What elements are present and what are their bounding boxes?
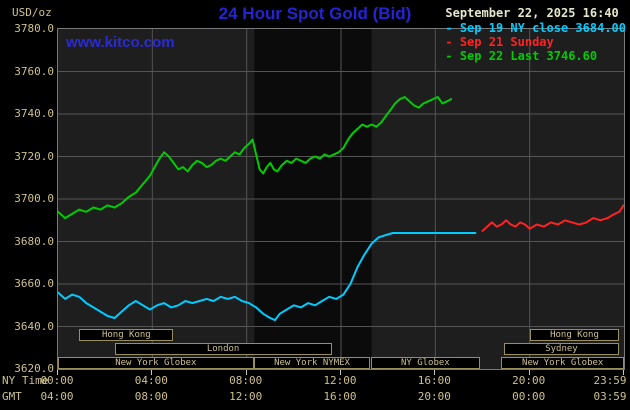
x-tick-mark — [528, 370, 530, 375]
x-axis-label-gmt: GMT — [2, 390, 22, 403]
y-tick-label: 3740.0 — [14, 107, 54, 120]
session-box-hong-kong: Hong Kong — [529, 329, 620, 341]
x-tick-label-gmt: 16:00 — [323, 390, 357, 403]
series-sep22-last — [58, 96, 453, 220]
x-tick-mark — [57, 370, 58, 375]
x-tick-mark — [622, 370, 624, 375]
timestamp: September 22, 2025 16:40 — [445, 6, 619, 20]
legend-item-sep19-ny-close: - Sep 19 NY close 3684.00 — [445, 21, 626, 35]
session-box-london: London — [114, 343, 332, 355]
kitco-link[interactable]: www.kitco.com — [66, 34, 175, 51]
x-tick-label-gmt: 00:00 — [512, 390, 546, 403]
x-tick-mark — [245, 370, 247, 375]
x-tick-label-gmt: 04:00 — [40, 390, 74, 403]
x-tick-mark — [151, 370, 153, 375]
session-box-sydney: Sydney — [503, 343, 620, 355]
series-sep19-ny-close — [58, 232, 477, 322]
session-box-hong-kong: Hong Kong — [79, 329, 174, 341]
y-tick-label: 3640.0 — [14, 319, 54, 333]
session-box-new-york-globex: New York Globex — [501, 357, 624, 369]
x-tick-label-gmt: 08:00 — [134, 390, 168, 403]
y-tick-label: 3620.0 — [14, 362, 54, 375]
x-tick-label-ny: 20:00 — [512, 374, 546, 387]
y-tick-label: 3680.0 — [14, 234, 54, 248]
chart-canvas — [58, 29, 624, 369]
x-tick-label-ny: 04:00 — [134, 374, 168, 387]
y-tick-label: 3760.0 — [14, 64, 54, 78]
x-tick-mark — [340, 370, 341, 375]
legend: September 22, 2025 16:40 - Sep 19 NY clo… — [445, 6, 626, 63]
legend-item-sep21-sunday: - Sep 21 Sunday — [445, 35, 554, 49]
session-box-new-york-nymex: New York NYMEX — [253, 357, 371, 369]
x-tick-label-gmt: 12:00 — [229, 390, 263, 403]
legend-item-sep22-last: - Sep 22 Last 3746.60 — [445, 49, 598, 63]
x-tick-label-gmt: 20:00 — [417, 390, 451, 403]
x-tick-label-ny: 23:59 — [593, 374, 627, 387]
y-axis-units: USD/oz — [12, 6, 52, 19]
y-tick-label: 3780.0 — [14, 22, 54, 35]
y-tick-label: 3700.0 — [14, 192, 54, 205]
x-axis-label-nytime: NY Time — [2, 374, 49, 387]
x-tick-label-ny: 16:00 — [417, 374, 451, 387]
y-tick-label: 3660.0 — [14, 277, 54, 290]
x-tick-mark — [434, 370, 436, 375]
x-tick-label-ny: 00:00 — [40, 374, 74, 387]
x-tick-label-ny: 12:00 — [323, 374, 357, 387]
plot-area: Hong Kong Hong Kong London Sydney New York G… — [57, 28, 625, 370]
session-box-ny-globex: NY Globex — [370, 357, 481, 369]
y-tick-label: 3720.0 — [14, 149, 54, 163]
session-box-new-york-globex: New York Globex — [58, 357, 254, 369]
x-tick-label-gmt: 03:59 — [593, 390, 627, 403]
series-sep21-sunday — [481, 204, 624, 232]
x-tick-label-ny: 08:00 — [229, 374, 263, 387]
